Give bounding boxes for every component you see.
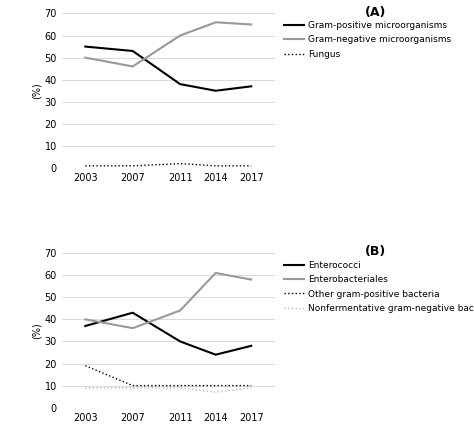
Nonfermentative gram-negative bacilli [248, 385, 254, 391]
Enterobacteriales [82, 317, 88, 322]
Nonfermentative gram-negative bacilli [177, 385, 183, 391]
Gram-negative microorganisms [82, 55, 88, 60]
Fungus [130, 163, 136, 168]
Line: Nonfermentative gram-negative bacilli: Nonfermentative gram-negative bacilli [85, 388, 251, 392]
Line: Other gram-positive bacteria: Other gram-positive bacteria [85, 366, 251, 386]
Fungus [213, 163, 219, 168]
Enterobacteriales [130, 326, 136, 331]
Gram-negative microorganisms [130, 64, 136, 69]
Other gram-positive bacteria [130, 383, 136, 388]
Gram-positive microorganisms [248, 84, 254, 89]
Nonfermentative gram-negative bacilli [130, 385, 136, 391]
Line: Gram-positive microorganisms: Gram-positive microorganisms [85, 47, 251, 91]
Gram-negative microorganisms [213, 20, 219, 25]
Legend: Gram-positive microorganisms, Gram-negative microorganisms, Fungus: Gram-positive microorganisms, Gram-negat… [284, 21, 451, 59]
Gram-positive microorganisms [213, 88, 219, 94]
Fungus [177, 161, 183, 166]
Other gram-positive bacteria [213, 383, 219, 388]
Enterobacteriales [177, 308, 183, 313]
Gram-negative microorganisms [248, 22, 254, 27]
Line: Fungus: Fungus [85, 164, 251, 166]
Enterococci [248, 343, 254, 349]
Enterobacteriales [213, 270, 219, 276]
Legend: Enterococci, Enterobacteriales, Other gram-positive bacteria, Nonfermentative gr: Enterococci, Enterobacteriales, Other gr… [284, 261, 474, 313]
Text: (B): (B) [365, 246, 386, 258]
Text: (A): (A) [365, 6, 386, 19]
Gram-positive microorganisms [130, 48, 136, 54]
Nonfermentative gram-negative bacilli [213, 389, 219, 395]
Other gram-positive bacteria [248, 383, 254, 388]
Fungus [248, 163, 254, 168]
Enterobacteriales [248, 277, 254, 282]
Enterococci [130, 310, 136, 315]
Fungus [82, 163, 88, 168]
Enterococci [82, 323, 88, 329]
Enterococci [213, 352, 219, 358]
Line: Enterobacteriales: Enterobacteriales [85, 273, 251, 328]
Enterococci [177, 339, 183, 344]
Y-axis label: (%): (%) [32, 322, 42, 339]
Other gram-positive bacteria [82, 363, 88, 368]
Gram-negative microorganisms [177, 33, 183, 38]
Other gram-positive bacteria [177, 383, 183, 388]
Gram-positive microorganisms [177, 82, 183, 87]
Y-axis label: (%): (%) [32, 82, 42, 99]
Nonfermentative gram-negative bacilli [82, 385, 88, 391]
Line: Enterococci: Enterococci [85, 313, 251, 355]
Gram-positive microorganisms [82, 44, 88, 49]
Line: Gram-negative microorganisms: Gram-negative microorganisms [85, 22, 251, 66]
